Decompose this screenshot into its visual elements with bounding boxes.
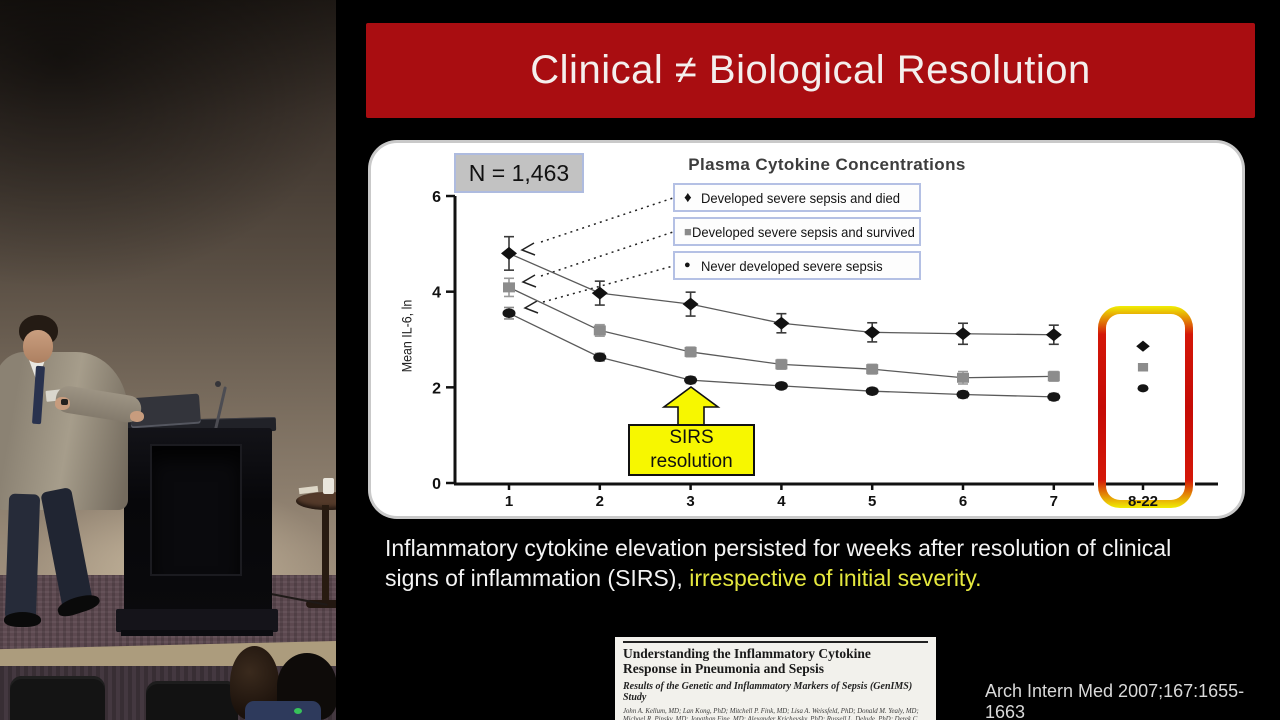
chart-legend: ♦ Developed severe sepsis and died ■ Dev… xyxy=(673,183,921,285)
svg-text:4: 4 xyxy=(777,493,786,510)
followup-highlight-inner xyxy=(1106,314,1185,500)
caption-line2-white: signs of inflammation (SIRS), xyxy=(385,564,690,591)
journal-article-header: Understanding the Inflammatory Cytokine … xyxy=(615,637,936,720)
legend-item-survived: ■ Developed severe sepsis and survived xyxy=(673,217,921,246)
speaker-leg xyxy=(4,493,41,621)
slide-title-banner: Clinical ≠ Biological Resolution xyxy=(366,23,1255,118)
speaker-hand-on-podium xyxy=(130,411,144,422)
svg-text:6: 6 xyxy=(959,493,967,510)
presentation-clicker xyxy=(61,399,68,405)
conference-photo xyxy=(0,0,336,720)
svg-text:4: 4 xyxy=(432,285,441,302)
diamond-marker-icon: ♦ xyxy=(684,189,692,206)
sirs-callout-line1: SIRS xyxy=(669,427,714,448)
side-table-leg xyxy=(322,505,329,605)
podium-front-panel xyxy=(150,444,242,576)
audience-chair xyxy=(146,681,238,720)
podium-base-trim xyxy=(121,630,273,636)
speaker-face xyxy=(23,330,53,363)
legend-label: Developed severe sepsis and survived xyxy=(691,223,915,240)
circle-marker-icon: ● xyxy=(684,259,691,271)
legend-label: Developed severe sepsis and died xyxy=(701,189,901,206)
legend-item-never: ● Never developed severe sepsis xyxy=(673,251,921,280)
caption-line1: Inflammatory cytokine elevation persiste… xyxy=(385,535,1172,561)
speaker-jacket xyxy=(0,352,128,510)
svg-text:2: 2 xyxy=(596,493,604,510)
svg-text:2: 2 xyxy=(432,380,441,397)
podium-base xyxy=(116,609,278,632)
svg-text:5: 5 xyxy=(868,493,876,510)
water-cup xyxy=(323,478,334,494)
slide-title: Clinical ≠ Biological Resolution xyxy=(530,48,1091,92)
article-title: Understanding the Inflammatory Cytokine … xyxy=(623,641,928,676)
svg-text:7: 7 xyxy=(1050,493,1058,510)
article-authors: John A. Kellum, MD; Lan Kong, PhD; Mitch… xyxy=(623,708,928,720)
audience-shoulder xyxy=(245,701,321,720)
chart-panel: Plasma Cytokine Concentrations N = 1,463… xyxy=(371,143,1242,516)
legend-label: Never developed severe sepsis xyxy=(701,257,883,274)
sirs-resolution-callout: SIRS resolution xyxy=(628,424,755,476)
journal-citation: Arch Intern Med 2007;167:1655-1663 xyxy=(985,681,1245,720)
speaker-shoe xyxy=(4,612,41,627)
microphone-head xyxy=(215,381,221,387)
caption-line2-yellow: irrespective of initial severity. xyxy=(689,564,982,591)
svg-text:6: 6 xyxy=(432,189,441,206)
sirs-callout-line2: resolution xyxy=(650,451,733,472)
device-led xyxy=(294,708,302,714)
slide-caption: Inflammatory cytokine elevation persiste… xyxy=(385,534,1265,593)
audience-chair xyxy=(10,676,105,720)
article-subtitle: Results of the Genetic and Inflammatory … xyxy=(623,681,913,703)
legend-item-died: ♦ Developed severe sepsis and died xyxy=(673,183,921,212)
chart-title: Plasma Cytokine Concentrations xyxy=(688,155,966,174)
y-axis-label: Mean IL-6, ln xyxy=(399,299,415,373)
svg-text:3: 3 xyxy=(686,493,694,510)
svg-text:1: 1 xyxy=(505,493,513,510)
square-marker-icon: ■ xyxy=(684,224,692,239)
sirs-arrow-icon xyxy=(661,386,721,426)
sample-size-badge: N = 1,463 xyxy=(454,153,584,193)
followup-highlight-box xyxy=(1098,306,1193,508)
svg-text:0: 0 xyxy=(432,476,441,493)
